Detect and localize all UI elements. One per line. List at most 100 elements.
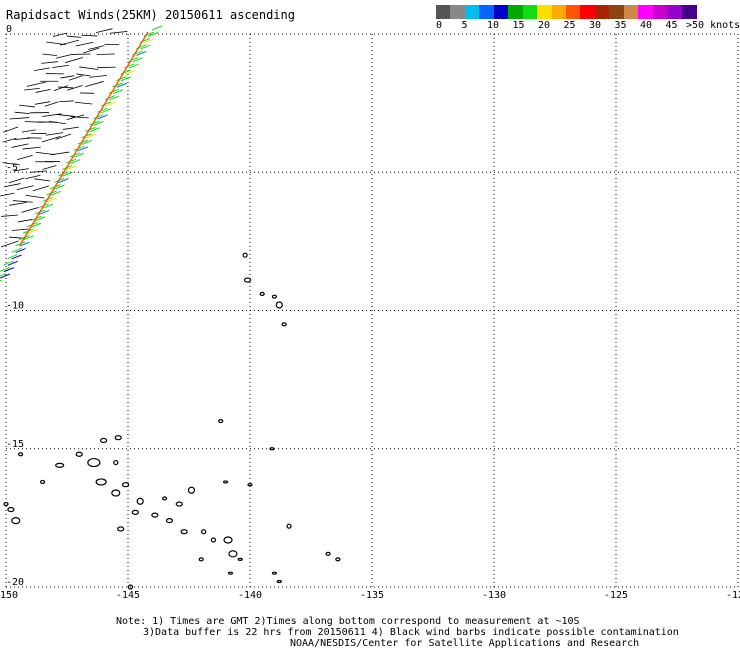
wind-barb [58,178,69,184]
wind-barb [136,50,147,56]
island-outline [187,486,196,494]
colorbar-tick-label: 20 [538,20,551,31]
island-outline [39,479,46,485]
wind-barb [12,200,33,203]
wind-barb [77,146,89,152]
island-outline [18,452,24,457]
island-outline [335,557,341,562]
wind-barb [88,45,105,50]
colorbar-swatch [522,5,538,19]
wind-barb [81,139,93,145]
lat-lon-grid [5,33,739,588]
lon-tick-label: -140 [238,590,262,601]
wind-barb [34,178,51,182]
colorbar-swatch [508,5,524,19]
wind-barb [69,159,81,165]
wind-barb [41,61,58,64]
wind-barb [57,86,74,89]
colorbar-tick-label: 10 [487,20,500,31]
wind-barb [3,267,15,273]
island-outline [99,437,108,444]
wind-barb [66,114,85,121]
wind-barb [83,47,100,54]
wind-barb [74,101,93,105]
wind-barb [24,87,40,91]
colorbar-tick-label: 45 [665,20,678,31]
island-outlines [3,252,341,590]
wind-barb [25,174,41,180]
wind-barb [30,222,42,228]
wind-barb [34,216,46,222]
wind-barb [21,129,36,133]
wind-barb [14,137,31,141]
colorbar-tick-label: 0 [436,20,443,31]
island-outline [228,550,238,558]
wind-barb [55,54,73,59]
colorbar-swatch [638,5,654,19]
wind-barb [66,165,77,171]
wind-barb [112,82,124,88]
wind-barb [42,113,62,117]
wind-barb [11,254,22,260]
wind-barb [56,114,76,117]
note-line-1: Note: 1) Times are GMT 2)Times along bot… [116,616,580,627]
wind-barb [23,235,34,241]
wind-barb [65,57,84,64]
wind-barb [11,228,29,231]
wind-barb [81,133,92,139]
wind-barb [42,53,57,57]
wind-barb [29,170,47,173]
wind-barb [116,82,128,88]
wind-barb [89,120,100,126]
wind-barb [16,185,34,191]
island-outline [111,489,121,497]
colorbar-tick-label: 30 [589,20,602,31]
wind-barb [144,38,155,44]
wind-barb [70,116,89,119]
wind-barb [45,132,64,136]
wind-barb [0,240,19,248]
wind-barb [0,279,3,282]
wind-swath [0,25,163,282]
island-outline [75,451,83,457]
colorbar-swatch [479,5,495,19]
wind-barb [89,74,107,78]
wind-barb [89,127,100,133]
colorbar-unit-label: >50 knots [686,20,740,31]
wind-barb [81,34,98,37]
wind-barb [79,66,99,70]
wind-barb [8,177,25,184]
island-outline [271,571,277,575]
wind-barb [95,28,113,34]
lat-tick-label: -20 [6,577,24,588]
wind-barb [85,126,96,132]
island-outline [259,291,265,297]
wind-barb [52,64,69,68]
island-outline [269,447,275,451]
wind-barb [17,154,33,161]
colorbar-swatch [623,5,639,19]
island-outline [286,523,292,529]
wind-barb [7,254,18,260]
wind-barb [0,192,15,197]
island-outline [276,579,282,584]
wind-barb [108,88,120,94]
lon-tick-label: -145 [116,590,140,601]
wind-barb [120,76,132,82]
island-outline [227,571,234,575]
island-outline [151,512,159,518]
wind-barb [112,89,124,95]
wind-barb [132,57,143,63]
wind-barb [109,31,128,34]
wind-barb [50,190,61,196]
island-outline [3,501,9,507]
wind-barb [19,104,36,108]
island-outline [113,459,119,466]
wind-barb [42,203,54,209]
colorbar-swatch [436,5,451,19]
map-title: Rapidsact Winds(25KM) 20150611 ascending [6,8,295,22]
wind-barb [62,126,79,130]
wind-barb [59,39,80,46]
colorbar-tick-label: 35 [614,20,627,31]
